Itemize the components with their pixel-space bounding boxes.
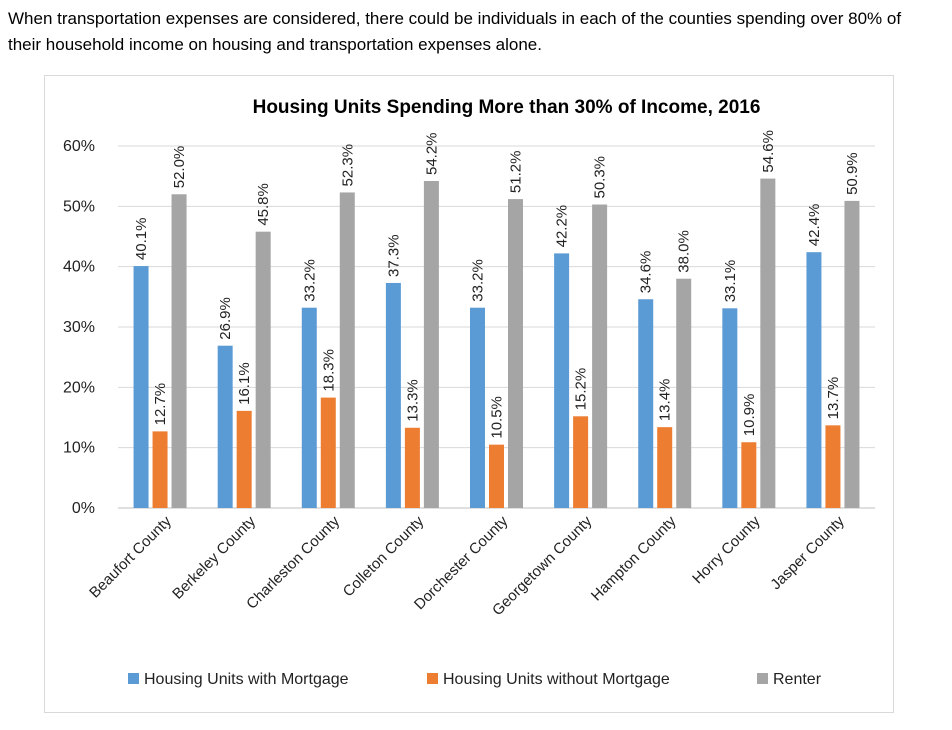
bar — [404, 427, 420, 508]
bar — [554, 253, 570, 508]
x-category-label: Beaufort County — [86, 512, 175, 601]
data-label: 13.7% — [825, 377, 842, 420]
data-label: 16.1% — [236, 362, 253, 405]
x-category-label: Dorchester County — [411, 512, 512, 613]
bar — [508, 199, 523, 508]
bar — [806, 252, 822, 508]
data-label: 50.3% — [592, 156, 609, 199]
bar — [657, 427, 673, 508]
x-category-label: Hampton County — [588, 512, 680, 604]
data-label: 10.5% — [489, 396, 506, 439]
data-label: 33.2% — [301, 259, 318, 302]
legend-label: Housing Units without Mortgage — [443, 671, 670, 688]
data-label: 18.3% — [320, 349, 337, 392]
bar — [423, 180, 439, 508]
x-category-label: Jasper County — [767, 512, 848, 593]
bar — [171, 194, 187, 508]
bar — [385, 282, 401, 508]
data-label: 54.6% — [760, 130, 777, 173]
bar — [722, 308, 738, 508]
bar — [339, 192, 355, 508]
bar — [489, 444, 504, 508]
data-label: 45.8% — [255, 183, 272, 226]
bar — [676, 278, 692, 508]
y-tick-label: 50% — [63, 198, 95, 215]
bar — [152, 431, 168, 508]
x-category-label: Horry County — [689, 512, 764, 587]
data-label: 40.1% — [133, 218, 150, 261]
intro-paragraph: When transportation expenses are conside… — [8, 9, 902, 54]
y-tick-label: 20% — [63, 379, 95, 396]
data-label: 51.2% — [508, 151, 525, 194]
legend-swatch — [427, 673, 438, 684]
bar — [844, 200, 860, 509]
data-label: 33.1% — [722, 260, 739, 303]
data-label: 52.0% — [171, 146, 188, 189]
data-label: 13.4% — [657, 379, 674, 422]
bar — [760, 178, 776, 508]
bar — [592, 204, 608, 509]
bar — [320, 397, 336, 508]
bar — [638, 299, 654, 508]
bar — [825, 425, 841, 508]
data-label: 50.9% — [844, 152, 861, 195]
data-label: 54.2% — [423, 132, 440, 175]
legend-swatch — [757, 673, 768, 684]
bar — [255, 231, 271, 508]
bar — [470, 307, 485, 508]
bar — [741, 442, 757, 508]
chart-frame: Housing Units Spending More than 30% of … — [44, 75, 894, 713]
data-label: 12.7% — [152, 383, 169, 426]
data-label: 10.9% — [741, 394, 758, 437]
x-category-label: Berkeley County — [169, 512, 259, 602]
bar — [217, 345, 233, 508]
bar — [301, 307, 317, 508]
y-tick-label: 10% — [63, 440, 95, 457]
data-label: 34.6% — [638, 251, 655, 294]
chart-title: Housing Units Spending More than 30% of … — [253, 97, 761, 118]
legend-label: Renter — [773, 671, 822, 688]
data-label: 37.3% — [385, 234, 402, 277]
y-tick-label: 40% — [63, 259, 95, 276]
y-tick-label: 30% — [63, 319, 95, 336]
bar-chart: Housing Units Spending More than 30% of … — [63, 97, 875, 688]
data-label: 15.2% — [573, 368, 590, 411]
data-label: 13.3% — [404, 379, 421, 422]
data-label: 42.2% — [554, 205, 571, 248]
x-category-label: Charleston County — [243, 512, 343, 612]
legend-label: Housing Units with Mortgage — [144, 671, 349, 688]
bar — [236, 410, 252, 508]
data-label: 33.2% — [470, 259, 487, 302]
legend-swatch — [128, 673, 139, 684]
y-tick-label: 60% — [63, 138, 95, 155]
data-label: 38.0% — [676, 230, 693, 273]
y-tick-label: 0% — [72, 500, 95, 517]
data-label: 42.4% — [806, 204, 823, 247]
bar — [133, 266, 149, 508]
data-label: 52.3% — [339, 144, 356, 187]
bar — [573, 416, 589, 508]
x-category-label: Colleton County — [340, 512, 428, 600]
data-label: 26.9% — [217, 297, 234, 340]
